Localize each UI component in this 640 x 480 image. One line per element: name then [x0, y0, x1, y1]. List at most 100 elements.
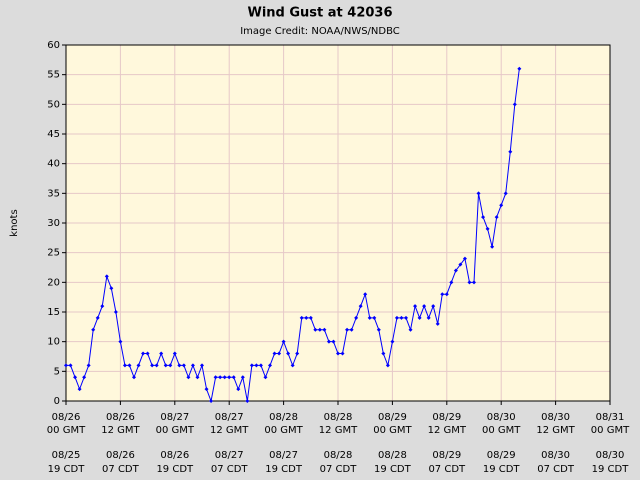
x-tick-label: 12 GMT: [210, 425, 249, 436]
x-tick-label-local: 08/30: [596, 450, 625, 461]
data-point: [503, 191, 508, 196]
data-point: [263, 375, 268, 380]
data-point: [277, 351, 282, 356]
data-point: [82, 375, 87, 380]
data-point: [204, 387, 209, 392]
data-point: [508, 149, 513, 154]
data-point: [394, 315, 399, 320]
data-point: [254, 363, 259, 368]
data-point: [435, 321, 440, 326]
x-tick-label: 00 GMT: [264, 425, 303, 436]
y-tick-label: 5: [54, 366, 60, 377]
data-point: [376, 327, 381, 332]
data-point: [168, 363, 173, 368]
x-tick-label: 08/26: [52, 412, 81, 423]
x-tick-label: 00 GMT: [156, 425, 195, 436]
x-tick-label-local: 08/28: [378, 450, 407, 461]
data-point: [299, 315, 304, 320]
data-point: [213, 375, 218, 380]
data-point: [281, 339, 286, 344]
data-point: [467, 280, 472, 285]
data-point: [349, 327, 354, 332]
data-point: [336, 351, 340, 356]
data-point: [358, 304, 363, 309]
y-tick-label: 50: [47, 99, 60, 110]
x-tick-label: 08/27: [160, 412, 189, 423]
x-tick-label: 00 GMT: [591, 425, 630, 436]
data-point: [113, 310, 118, 314]
y-axis-label: knots: [9, 209, 20, 236]
x-tick-label: 08/31: [596, 412, 625, 423]
data-point: [485, 226, 490, 231]
data-point: [91, 327, 96, 332]
data-point: [95, 315, 100, 320]
x-tick-label: 12 GMT: [319, 425, 358, 436]
x-tick-label-local: 07 CDT: [537, 464, 575, 475]
data-point: [218, 375, 223, 380]
data-point: [290, 363, 295, 368]
x-tick-label-local: 07 CDT: [102, 464, 140, 475]
data-point: [453, 268, 458, 273]
data-point: [381, 351, 386, 356]
x-tick-label: 08/28: [269, 412, 298, 423]
data-point: [408, 327, 413, 332]
data-point: [440, 292, 445, 297]
data-point: [150, 363, 155, 368]
data-point: [458, 262, 463, 267]
data-point: [209, 399, 214, 403]
data-point: [449, 280, 454, 285]
data-point: [136, 363, 141, 368]
x-tick-label-local: 19 CDT: [592, 464, 630, 475]
data-point: [122, 363, 127, 368]
data-point: [141, 351, 146, 356]
x-tick-label: 08/27: [215, 412, 244, 423]
data-point: [240, 375, 245, 380]
y-tick-label: 10: [47, 337, 60, 348]
x-tick-label: 12 GMT: [536, 425, 575, 436]
x-tick-label: 08/30: [487, 412, 516, 423]
data-point: [100, 304, 105, 309]
x-tick-label: 00 GMT: [482, 425, 521, 436]
data-point: [367, 315, 372, 320]
x-tick-label-local: 19 CDT: [48, 464, 86, 475]
data-point: [322, 327, 327, 332]
plot-frame: [65, 44, 611, 402]
data-point: [363, 292, 368, 297]
data-point: [308, 315, 313, 320]
data-point: [104, 274, 109, 279]
x-tick-label: 12 GMT: [428, 425, 467, 436]
x-tick-label-local: 08/28: [324, 450, 353, 461]
data-point: [73, 375, 78, 380]
y-tick-label: 25: [47, 248, 60, 259]
x-tick-label-local: 07 CDT: [320, 464, 358, 475]
y-tick-label: 15: [47, 307, 60, 318]
data-point: [490, 244, 495, 249]
data-point: [517, 66, 522, 71]
y-tick-label: 60: [47, 40, 60, 51]
data-point: [399, 315, 404, 320]
data-point: [195, 375, 200, 380]
data-point: [127, 363, 132, 368]
data-point: [145, 351, 150, 356]
data-point: [313, 327, 318, 332]
data-point: [295, 351, 300, 356]
data-point: [227, 375, 232, 380]
data-point: [326, 339, 331, 344]
y-tick-label: 55: [47, 70, 60, 81]
data-point: [222, 375, 227, 380]
data-point: [236, 387, 241, 392]
data-point: [118, 339, 123, 344]
data-point: [422, 304, 427, 309]
data-point: [462, 256, 467, 261]
data-point: [494, 215, 499, 220]
x-tick-label-local: 19 CDT: [156, 464, 194, 475]
x-tick-label-local: 19 CDT: [483, 464, 521, 475]
data-point: [426, 315, 431, 320]
data-point: [472, 280, 476, 285]
data-point: [268, 363, 272, 368]
data-point: [404, 315, 408, 320]
data-point: [354, 315, 359, 320]
data-point: [68, 363, 73, 368]
x-tick-label-local: 08/29: [487, 450, 516, 461]
